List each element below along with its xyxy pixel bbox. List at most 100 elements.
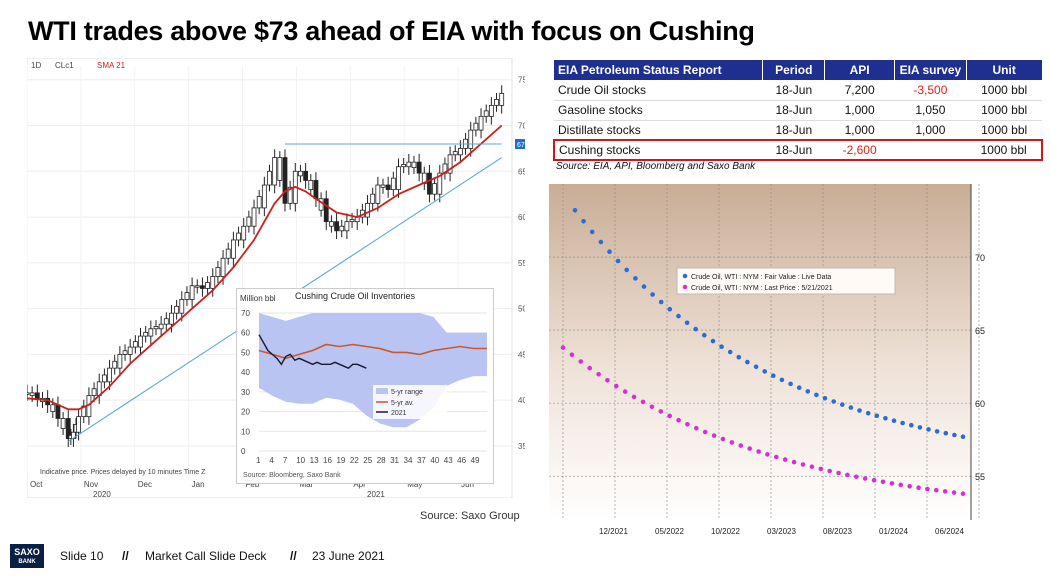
header-api: API [824, 60, 895, 80]
curve-point-last-price [791, 459, 797, 465]
x-tick-label: 10/2022 [711, 527, 740, 536]
curve-point-last-price [818, 466, 824, 472]
curve-point-last-price [836, 470, 841, 476]
y-tick-label: 20 [241, 408, 250, 417]
y-tick-label: 50 [241, 348, 250, 357]
curve-point-last-price [747, 446, 752, 451]
header-eia-survey: EIA survey [894, 60, 967, 80]
candle-body [308, 180, 314, 190]
curve-point-fair-value [693, 326, 698, 332]
curve-point-last-price [614, 383, 619, 389]
x-tick-label: 13 [310, 456, 319, 465]
candle-body [473, 122, 479, 131]
x-tick-label: 16 [323, 456, 332, 465]
candle-body [60, 418, 66, 429]
curve-point-fair-value [676, 313, 681, 319]
row-api: 7,200 [824, 80, 895, 101]
candle-body [478, 115, 484, 131]
y-tick-label: 60.00 [518, 213, 525, 222]
curve-point-fair-value [934, 429, 940, 434]
curve-point-last-price [774, 454, 779, 460]
month-label: Jan [192, 480, 205, 489]
table-header-row: EIA Petroleum Status Report Period API E… [554, 60, 1043, 80]
curve-point-last-price [916, 485, 921, 491]
candle-body [499, 93, 505, 106]
row-eia: 1,000 [894, 120, 967, 141]
x-tick-label: 25 [363, 456, 372, 465]
candle-body [225, 248, 231, 259]
saxo-logo: SAXO BANK [10, 544, 44, 568]
table-row-highlight: Cushing stocks 18-Jun -2,600 1000 bbl [553, 139, 1043, 161]
plot-background [549, 184, 971, 520]
curve-point-last-price [898, 482, 904, 488]
y-tick-label: 65.00 [518, 167, 525, 176]
curve-point-fair-value [840, 402, 845, 407]
logo-bottom-text: BANK [18, 559, 36, 565]
candle-body [272, 157, 278, 186]
candle-body [101, 374, 107, 383]
candle-body [215, 267, 221, 277]
candle-body [458, 148, 463, 156]
curve-point-last-price [694, 425, 699, 431]
y-tick-label: 40.00 [518, 396, 525, 405]
curve-point-fair-value [641, 284, 647, 289]
candle-body [246, 216, 252, 227]
candle-body [220, 257, 226, 277]
candle-body [323, 198, 329, 223]
row-period: 18-Jun [762, 139, 825, 161]
month-label: Apr [353, 480, 366, 489]
x-tick-label: 10 [296, 456, 305, 465]
legend-dot-fair-value [682, 273, 688, 279]
y-tick-label: 65 [975, 326, 985, 336]
candle-body [411, 161, 417, 169]
candle-body [65, 418, 71, 440]
row-unit: 1000 bbl [966, 80, 1042, 101]
candle-body [483, 110, 489, 117]
avg-line [258, 343, 487, 360]
candle-body [303, 170, 309, 181]
row-period: 18-Jun [762, 120, 825, 141]
candle-body [396, 166, 401, 191]
curve-point-fair-value [771, 373, 776, 378]
row-unit: 1000 bbl [966, 139, 1043, 161]
forward-curve-chart: 55 60 65 70 12/2021 05/2022 10/2022 03/2023 08/2… [549, 184, 990, 544]
header-unit: Unit [966, 60, 1043, 80]
curve-point-last-price [676, 417, 681, 423]
last-price-label: 67.98 [517, 142, 525, 149]
curve-point-fair-value [684, 320, 690, 326]
candle-body [261, 184, 267, 209]
curve-point-last-price [942, 489, 948, 494]
curve-point-last-price [782, 457, 788, 462]
sma-label: SMA 21 [97, 61, 126, 70]
footer-separator: // [290, 549, 297, 563]
candle-body [365, 202, 370, 218]
y-tick-label: 75.00 [518, 76, 525, 85]
curve-point-last-price [765, 452, 770, 457]
candle-body [375, 184, 381, 204]
candle-body [138, 335, 143, 348]
curve-point-fair-value [805, 389, 811, 394]
x-tick-label: 4 [269, 456, 274, 465]
row-name: Crude Oil stocks [554, 80, 763, 101]
curve-point-last-price [711, 433, 717, 438]
candle-body [236, 232, 241, 241]
candle-body [27, 392, 30, 395]
curve-point-last-price [569, 352, 575, 357]
curve-point-fair-value [796, 385, 802, 390]
curve-point-last-price [880, 479, 886, 485]
row-unit: 1000 bbl [966, 100, 1042, 121]
curve-point-fair-value [857, 408, 862, 413]
y-tick-label: 70 [975, 253, 985, 263]
month-label: Jun [461, 480, 474, 489]
curve-point-last-price [560, 345, 566, 350]
curve-point-last-price [649, 404, 655, 410]
curve-point-fair-value [736, 354, 742, 360]
row-unit: 1000 bbl [966, 120, 1042, 141]
candle-body [107, 367, 112, 383]
table-row: Gasoline stocks 18-Jun 1,000 1,050 1000 … [554, 100, 1042, 121]
curve-point-last-price [845, 472, 850, 478]
month-label: Oct [30, 480, 43, 489]
row-name: Distillate stocks [554, 120, 763, 141]
curve-point-fair-value [650, 292, 655, 297]
curve-point-last-price [738, 443, 744, 448]
